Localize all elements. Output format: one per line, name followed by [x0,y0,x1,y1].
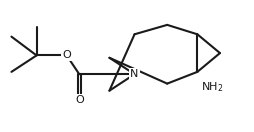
Text: O: O [75,95,84,105]
Text: O: O [62,50,71,60]
Text: NH$_2$: NH$_2$ [201,80,224,94]
Text: N: N [130,69,139,79]
